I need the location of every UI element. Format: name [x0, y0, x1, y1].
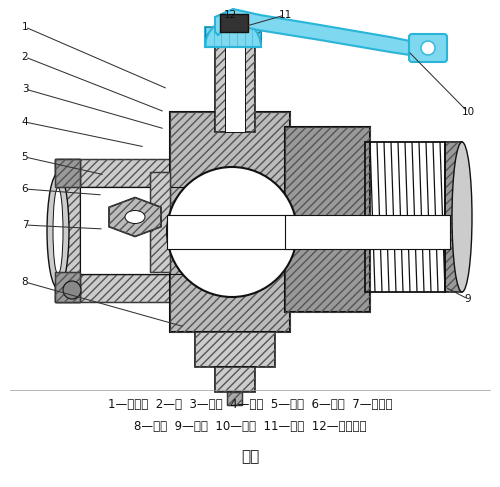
Text: 11: 11	[278, 10, 291, 20]
Polygon shape	[215, 9, 420, 55]
Polygon shape	[205, 27, 261, 47]
Wedge shape	[205, 19, 261, 47]
Text: 9: 9	[464, 294, 471, 304]
Text: 1: 1	[22, 22, 29, 32]
Text: 7: 7	[22, 220, 29, 230]
Polygon shape	[227, 392, 242, 405]
Polygon shape	[55, 272, 80, 302]
FancyBboxPatch shape	[225, 37, 245, 132]
Text: 10: 10	[462, 107, 474, 117]
Text: 5: 5	[22, 152, 29, 162]
Text: 12: 12	[224, 10, 236, 20]
Circle shape	[63, 281, 81, 299]
Polygon shape	[445, 142, 462, 292]
Polygon shape	[109, 198, 161, 237]
Polygon shape	[215, 42, 255, 132]
Polygon shape	[55, 274, 220, 302]
Polygon shape	[55, 159, 80, 187]
Polygon shape	[215, 367, 255, 392]
Text: 球阀: 球阀	[241, 450, 259, 465]
FancyBboxPatch shape	[409, 34, 447, 62]
Text: 6: 6	[22, 184, 29, 194]
Text: 8: 8	[22, 277, 29, 287]
Polygon shape	[170, 112, 290, 332]
FancyBboxPatch shape	[285, 215, 450, 249]
Polygon shape	[195, 332, 275, 367]
Ellipse shape	[47, 173, 69, 288]
Circle shape	[167, 167, 297, 297]
Polygon shape	[55, 159, 80, 302]
Polygon shape	[150, 172, 170, 272]
Text: 3: 3	[22, 84, 29, 94]
Polygon shape	[285, 127, 370, 312]
FancyBboxPatch shape	[80, 187, 220, 274]
FancyBboxPatch shape	[167, 215, 297, 249]
Text: 4: 4	[22, 117, 29, 127]
FancyBboxPatch shape	[220, 14, 248, 32]
Text: 2: 2	[22, 52, 29, 62]
Ellipse shape	[452, 142, 472, 292]
Polygon shape	[55, 159, 220, 187]
Ellipse shape	[53, 187, 63, 275]
Text: 1—密封环  2—垫  3—螺母  4—螺柱  5—垫片  6—阀心  7—密封圈: 1—密封环 2—垫 3—螺母 4—螺柱 5—垫片 6—阀心 7—密封圈	[108, 398, 392, 412]
Ellipse shape	[125, 210, 145, 224]
Circle shape	[421, 41, 435, 55]
Text: 8—阀盖  9—阀体  10—扳手  11—阀杆  12—螺纹压环: 8—阀盖 9—阀体 10—扳手 11—阀杆 12—螺纹压环	[134, 420, 366, 433]
